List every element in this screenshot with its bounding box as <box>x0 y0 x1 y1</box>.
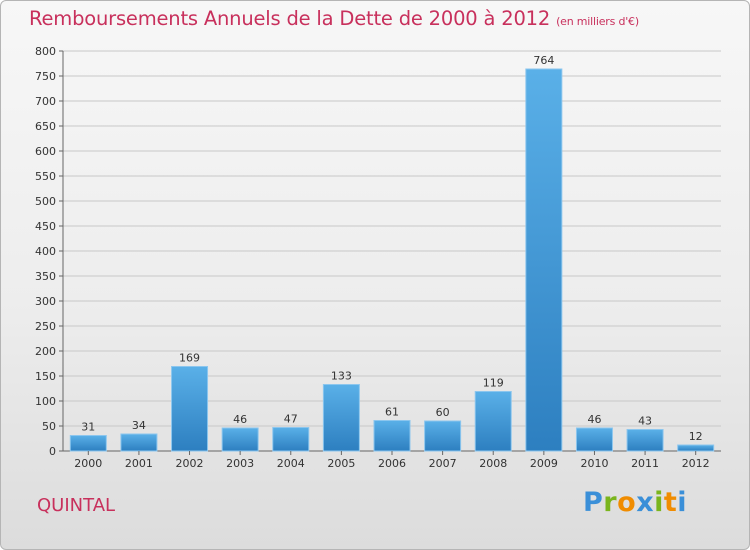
x-tick-label-2008: 2008 <box>479 457 507 470</box>
y-tick-label-300: 300 <box>35 295 56 308</box>
logo-letter: r <box>603 487 618 518</box>
logo-letter: o <box>617 487 637 518</box>
value-label-2011: 43 <box>638 415 652 428</box>
value-label-2001: 34 <box>132 419 146 432</box>
y-tick-label-550: 550 <box>35 170 56 183</box>
y-tick-label-600: 600 <box>35 145 56 158</box>
value-label-2006: 61 <box>385 406 399 419</box>
value-label-2004: 47 <box>284 413 298 426</box>
logo-letter: x <box>636 487 655 518</box>
y-tick-label-350: 350 <box>35 270 56 283</box>
bar-2001 <box>120 433 158 452</box>
x-tick-label-2005: 2005 <box>327 457 355 470</box>
value-label-2002: 169 <box>179 352 200 365</box>
x-tick-label-2009: 2009 <box>530 457 558 470</box>
proxiti-logo: Proxiti <box>583 487 687 518</box>
x-tick-label-2007: 2007 <box>429 457 457 470</box>
logo-letter: t <box>663 487 678 518</box>
y-tick-label-150: 150 <box>35 370 56 383</box>
value-labels: 31 34 169 46 47 133 61 60 119 764 46 43 12 <box>81 54 702 443</box>
chart-subtitle: (en milliers d'€) <box>556 15 639 28</box>
logo-letter: i <box>654 487 664 518</box>
logo-letter: i <box>677 487 688 518</box>
bars <box>69 68 715 452</box>
bar-2006 <box>373 420 411 452</box>
x-tick-label-2003: 2003 <box>226 457 254 470</box>
x-tick-label-2006: 2006 <box>378 457 406 470</box>
y-tick-label-200: 200 <box>35 345 56 358</box>
value-label-2009: 764 <box>533 54 554 67</box>
x-tick-label-2010: 2010 <box>580 457 608 470</box>
y-tick-labels: 0 50 100 150 200 250 300 350 400 450 500 550 600 650 7… <box>35 45 56 458</box>
y-tick-label-450: 450 <box>35 220 56 233</box>
x-tick-label-2012: 2012 <box>682 457 710 470</box>
y-tick-label-0: 0 <box>49 445 56 458</box>
bar-2002 <box>171 366 209 452</box>
value-label-2005: 133 <box>331 370 352 383</box>
x-tick-label-2011: 2011 <box>631 457 659 470</box>
value-label-2003: 46 <box>233 413 247 426</box>
bar-2011 <box>626 429 664 452</box>
value-label-2007: 60 <box>436 406 450 419</box>
commune-name: QUINTAL <box>37 495 116 516</box>
value-label-2008: 119 <box>483 377 504 390</box>
bar-2007 <box>424 420 462 452</box>
grid-lines <box>59 50 721 452</box>
value-label-2012: 12 <box>689 430 703 443</box>
y-tick-label-400: 400 <box>35 245 56 258</box>
bar-2003 <box>221 427 259 452</box>
y-tick-label-500: 500 <box>35 195 56 208</box>
bar-2008 <box>474 391 512 452</box>
x-tick-labels: 2000 2001 2002 2003 2004 2005 2006 2007 2008 2009… <box>74 451 710 470</box>
bar-2004 <box>272 427 310 452</box>
y-tick-label-250: 250 <box>35 320 56 333</box>
bar-2012 <box>677 444 715 452</box>
x-tick-label-2002: 2002 <box>176 457 204 470</box>
bar-2000 <box>69 435 107 452</box>
bar-2005 <box>322 384 360 452</box>
y-tick-label-100: 100 <box>35 395 56 408</box>
value-label-2000: 31 <box>81 421 95 434</box>
x-tick-label-2000: 2000 <box>74 457 102 470</box>
bar-2009 <box>525 68 563 452</box>
y-tick-label-50: 50 <box>42 420 56 433</box>
y-tick-label-650: 650 <box>35 120 56 133</box>
x-tick-label-2001: 2001 <box>125 457 153 470</box>
x-tick-label-2004: 2004 <box>277 457 305 470</box>
y-tick-label-800: 800 <box>35 45 56 58</box>
chart-title: Remboursements Annuels de la Dette de 20… <box>29 7 639 30</box>
y-tick-label-700: 700 <box>35 95 56 108</box>
y-tick-label-750: 750 <box>35 70 56 83</box>
logo-letter: P <box>583 487 604 518</box>
value-label-2010: 46 <box>587 413 601 426</box>
chart-title-text: Remboursements Annuels de la Dette de 20… <box>29 7 551 30</box>
bar-2010 <box>575 427 613 452</box>
